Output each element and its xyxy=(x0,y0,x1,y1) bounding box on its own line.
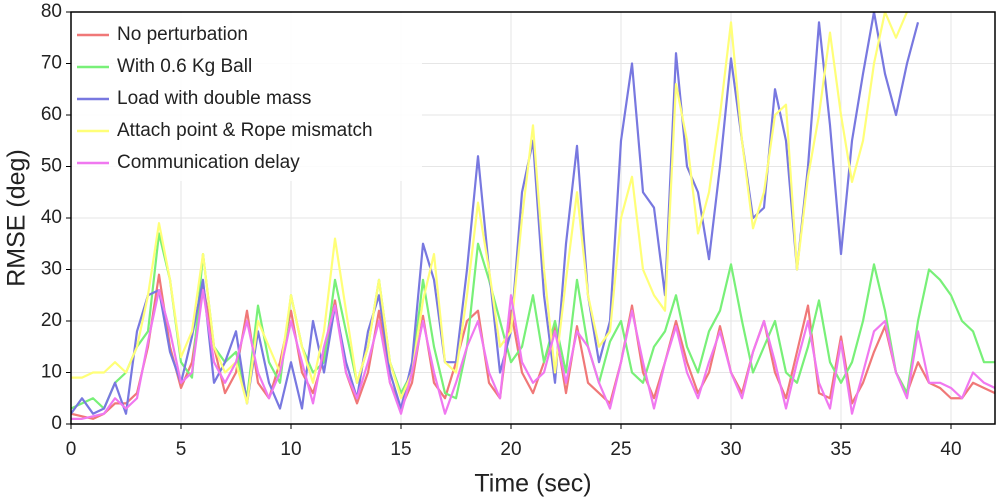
x-tick-label: 40 xyxy=(940,439,961,460)
y-tick-label: 70 xyxy=(41,53,62,74)
y-tick-label: 20 xyxy=(41,310,62,331)
y-tick-label: 0 xyxy=(51,413,62,434)
y-tick-label: 40 xyxy=(41,207,62,228)
legend-label: With 0.6 Kg Ball xyxy=(117,56,252,77)
series-line xyxy=(71,273,995,420)
x-tick-label: 25 xyxy=(610,439,631,460)
y-tick-label: 60 xyxy=(41,104,62,125)
y-tick-label: 80 xyxy=(41,1,62,22)
x-axis-label: Time (sec) xyxy=(474,470,591,498)
y-tick-label: 50 xyxy=(41,156,62,177)
legend-label: Attach point & Rope mismatch xyxy=(117,120,373,141)
x-tick-label: 35 xyxy=(830,439,851,460)
series-line xyxy=(71,12,920,415)
series-line xyxy=(71,289,995,420)
y-tick-label: 10 xyxy=(41,362,62,383)
legend-label: Communication delay xyxy=(117,152,300,173)
x-tick-label: 10 xyxy=(280,439,301,460)
plot-frame xyxy=(70,11,996,425)
x-tick-label: 30 xyxy=(720,439,741,460)
y-tick-label: 30 xyxy=(41,259,62,280)
legend-box xyxy=(72,13,422,181)
x-tick-label: 5 xyxy=(176,439,187,460)
x-tick-label: 15 xyxy=(390,439,411,460)
legend-label: Load with double mass xyxy=(117,88,311,109)
x-tick-label: 0 xyxy=(66,439,77,460)
legend-label: No perturbation xyxy=(117,24,248,45)
x-tick-label: 20 xyxy=(500,439,521,460)
series-line xyxy=(71,12,909,405)
y-axis-label: RMSE (deg) xyxy=(3,149,31,287)
